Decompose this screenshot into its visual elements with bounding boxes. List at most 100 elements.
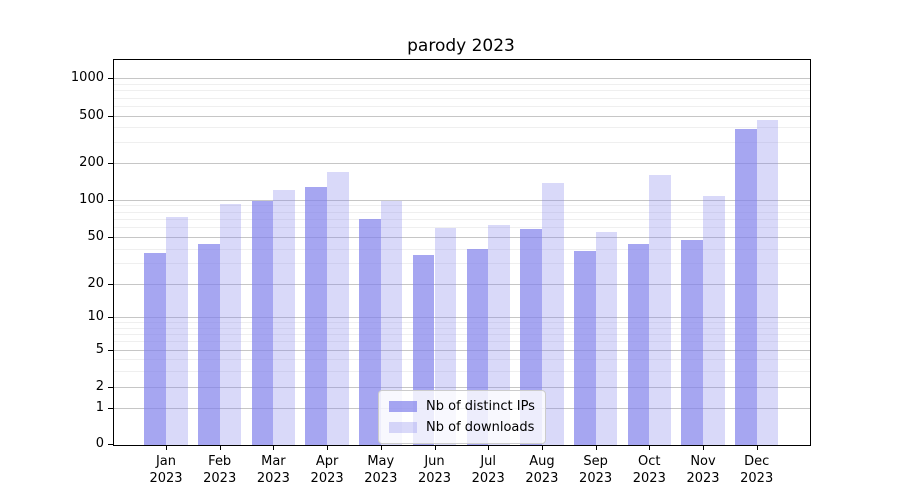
gridline-minor-90 <box>114 205 810 207</box>
gridline-minor-6 <box>114 341 810 343</box>
ytick-mark-1 <box>108 408 113 409</box>
xtick-label-oct: Oct 2023 <box>632 454 666 486</box>
gridline-200 <box>114 163 810 165</box>
gridline-50 <box>114 237 810 238</box>
xtick-mark-dec <box>756 446 758 450</box>
ytick-label-1000: 1000 <box>70 70 104 86</box>
bar-downloads-apr <box>327 171 349 445</box>
ytick-mark-2 <box>108 386 113 388</box>
gridline-5 <box>114 350 810 351</box>
gridline-minor-900 <box>114 84 810 85</box>
bar-ips-jan <box>144 252 166 445</box>
ytick-label-2: 2 <box>95 378 104 394</box>
gridline-minor-9 <box>114 322 810 324</box>
ytick-label-500: 500 <box>79 107 104 123</box>
ytick-label-20: 20 <box>87 276 104 292</box>
ytick-mark-10 <box>108 317 113 319</box>
gridline-minor-30 <box>114 263 810 265</box>
chart-title: parody 2023 <box>407 36 515 56</box>
plot-area: Nb of distinct IPs Nb of downloads <box>113 59 811 446</box>
gridline-minor-60 <box>114 227 810 229</box>
xtick-mark-may <box>380 446 382 450</box>
bar-downloads-may <box>380 200 403 445</box>
legend: Nb of distinct IPs Nb of downloads <box>378 390 546 444</box>
ytick-mark-0 <box>108 444 113 445</box>
ytick-mark-50 <box>108 237 113 238</box>
gridline-1000 <box>114 78 810 80</box>
bar-downloads-mar <box>273 189 296 445</box>
xtick-label-feb: Feb 2023 <box>203 454 237 486</box>
bar-ips-oct <box>627 243 650 445</box>
ytick-label-0: 0 <box>95 436 104 451</box>
gridline-100 <box>114 199 810 201</box>
xtick-mark-mar <box>273 446 275 450</box>
gridline-minor-4 <box>114 358 810 360</box>
xtick-label-mar: Mar 2023 <box>256 454 290 486</box>
gridline-minor-7 <box>114 334 810 336</box>
xtick-label-aug: Aug 2023 <box>525 454 559 486</box>
bar-ips-apr <box>305 187 328 445</box>
gridline-minor-3 <box>114 370 810 372</box>
bar-downloads-feb <box>219 204 242 445</box>
gridline-10 <box>114 317 810 319</box>
bar-downloads-oct <box>649 175 671 445</box>
xtick-mark-oct <box>649 446 651 450</box>
ytick-mark-5 <box>108 350 113 351</box>
bar-ips-may <box>359 218 381 445</box>
ytick-mark-500 <box>108 115 113 117</box>
gridline-20 <box>114 284 810 286</box>
legend-swatch-downloads <box>389 422 417 433</box>
legend-item-distinct-ips: Nb of distinct IPs <box>389 398 535 415</box>
xtick-mark-jan <box>166 446 167 450</box>
ytick-mark-1000 <box>108 78 113 80</box>
bar-ips-sep <box>573 251 596 445</box>
xtick-mark-feb <box>219 446 221 450</box>
bar-downloads-aug <box>541 183 564 445</box>
gridline-minor-400 <box>114 127 810 129</box>
xtick-label-jun: Jun 2023 <box>417 454 452 486</box>
bar-downloads-sep <box>595 231 618 445</box>
bar-downloads-dec <box>756 120 779 445</box>
ytick-mark-200 <box>108 163 113 165</box>
gridline-minor-700 <box>114 97 810 99</box>
legend-label-downloads: Nb of downloads <box>426 420 535 435</box>
xtick-mark-nov <box>703 446 704 450</box>
xtick-mark-apr <box>327 446 329 450</box>
bar-ips-dec <box>735 129 757 445</box>
ytick-label-200: 200 <box>79 155 104 171</box>
legend-item-downloads: Nb of downloads <box>389 419 535 436</box>
gridline-minor-8 <box>114 327 810 329</box>
ytick-label-1: 1 <box>95 400 104 415</box>
xtick-label-may: May 2023 <box>364 454 398 486</box>
xtick-mark-jul <box>488 446 490 450</box>
bar-ips-nov <box>681 240 703 445</box>
bar-downloads-jan <box>166 217 188 445</box>
xtick-label-dec: Dec 2023 <box>740 454 774 486</box>
gridline-minor-40 <box>114 248 810 250</box>
ytick-label-10: 10 <box>87 309 104 325</box>
ytick-mark-100 <box>108 199 113 201</box>
xtick-mark-sep <box>595 446 597 450</box>
gridline-minor-70 <box>114 218 810 220</box>
xtick-label-apr: Apr 2023 <box>310 454 344 486</box>
gridline-minor-800 <box>114 90 810 92</box>
legend-swatch-ips <box>389 401 417 412</box>
xtick-label-jul: Jul 2023 <box>471 454 505 486</box>
gridline-minor-300 <box>114 142 810 144</box>
ytick-label-50: 50 <box>87 229 104 244</box>
bar-downloads-nov <box>703 196 725 445</box>
xtick-label-sep: Sep 2023 <box>579 454 613 486</box>
ytick-label-5: 5 <box>95 342 104 357</box>
xtick-mark-jun <box>434 446 436 450</box>
xtick-mark-aug <box>541 446 543 450</box>
xtick-label-jan: Jan 2023 <box>149 454 183 486</box>
gridline-2 <box>114 386 810 388</box>
legend-label-ips: Nb of distinct IPs <box>426 399 535 414</box>
gridline-500 <box>114 115 810 117</box>
ytick-label-100: 100 <box>79 191 104 207</box>
gridline-minor-600 <box>114 105 810 107</box>
gridline-minor-80 <box>114 211 810 213</box>
bar-ips-mar <box>251 201 274 445</box>
bar-ips-feb <box>198 243 220 445</box>
